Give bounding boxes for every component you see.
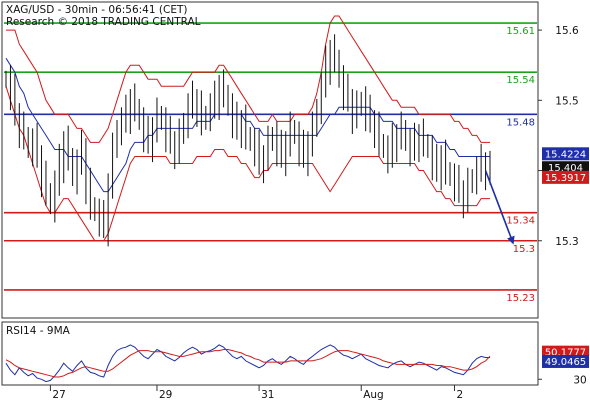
x-tick-label-1: 29 <box>159 389 172 400</box>
rsi-ma-line <box>5 349 491 378</box>
rsi-y-tick-label-0: 30 <box>573 374 586 386</box>
x-tick-label-2: 31 <box>261 389 274 400</box>
level-label-4: 15.3 <box>513 244 535 255</box>
lower-band-line <box>5 86 490 242</box>
x-tick-label-3: Aug <box>363 389 384 400</box>
level-label-0: 15.61 <box>506 26 535 37</box>
rsi-y-axis: 30 <box>538 374 587 386</box>
y-tick-label-2: 15.5 <box>555 95 578 107</box>
price-y-axis: 15.315.415.515.6 <box>538 25 579 248</box>
price-badge-bg-0 <box>542 147 589 161</box>
rsi-panel-frame <box>1 321 539 386</box>
price-badge-bg-2 <box>542 170 589 184</box>
price-badge-0: 15.4224 <box>542 147 589 161</box>
rsi-badge-label-0: 50.1777 <box>545 348 586 359</box>
chart-subtitle: Research © 2018 TRADING CENTRAL <box>6 16 201 28</box>
level-label-5: 15.23 <box>506 293 535 304</box>
price-badge-label-0: 15.4224 <box>545 149 586 160</box>
price-badge-label-2: 15.3917 <box>545 173 586 184</box>
rsi-badge-bg-1 <box>542 354 589 368</box>
level-label-1: 15.54 <box>506 75 535 86</box>
price-series-group <box>5 15 515 247</box>
price-panel-frame <box>1 1 539 319</box>
upper-band-line <box>6 15 490 143</box>
level-label-2: 15.48 <box>506 117 535 128</box>
rsi-badge-1: 49.0465 <box>542 354 589 368</box>
y-tick-label-0: 15.3 <box>555 236 578 248</box>
rsi-title: RSI14 - 9MA <box>6 325 71 337</box>
price-badge-2: 15.3917 <box>542 170 589 184</box>
projection-arrow <box>484 170 515 245</box>
support-resistance-levels: 15.61 15.54 15.48 15.34 15.3 15.23 <box>4 22 537 304</box>
rsi-badge-label-1: 49.0465 <box>545 357 586 368</box>
price-badge-label-1: 15.404 <box>548 163 583 174</box>
x-tick-label-4: 2 <box>456 389 463 400</box>
x-tick-label-0: 27 <box>52 389 65 400</box>
chart-title: XAG/USD - 30min - 06:56:41 (CET) <box>6 4 187 16</box>
x-axis: 27 29 31 Aug 2 <box>49 385 463 400</box>
level-label-3: 15.34 <box>506 216 535 227</box>
y-tick-label-3: 15.6 <box>555 25 579 37</box>
rsi-series-group <box>5 344 491 383</box>
rsi-line <box>5 344 490 383</box>
ma-line <box>5 57 490 193</box>
